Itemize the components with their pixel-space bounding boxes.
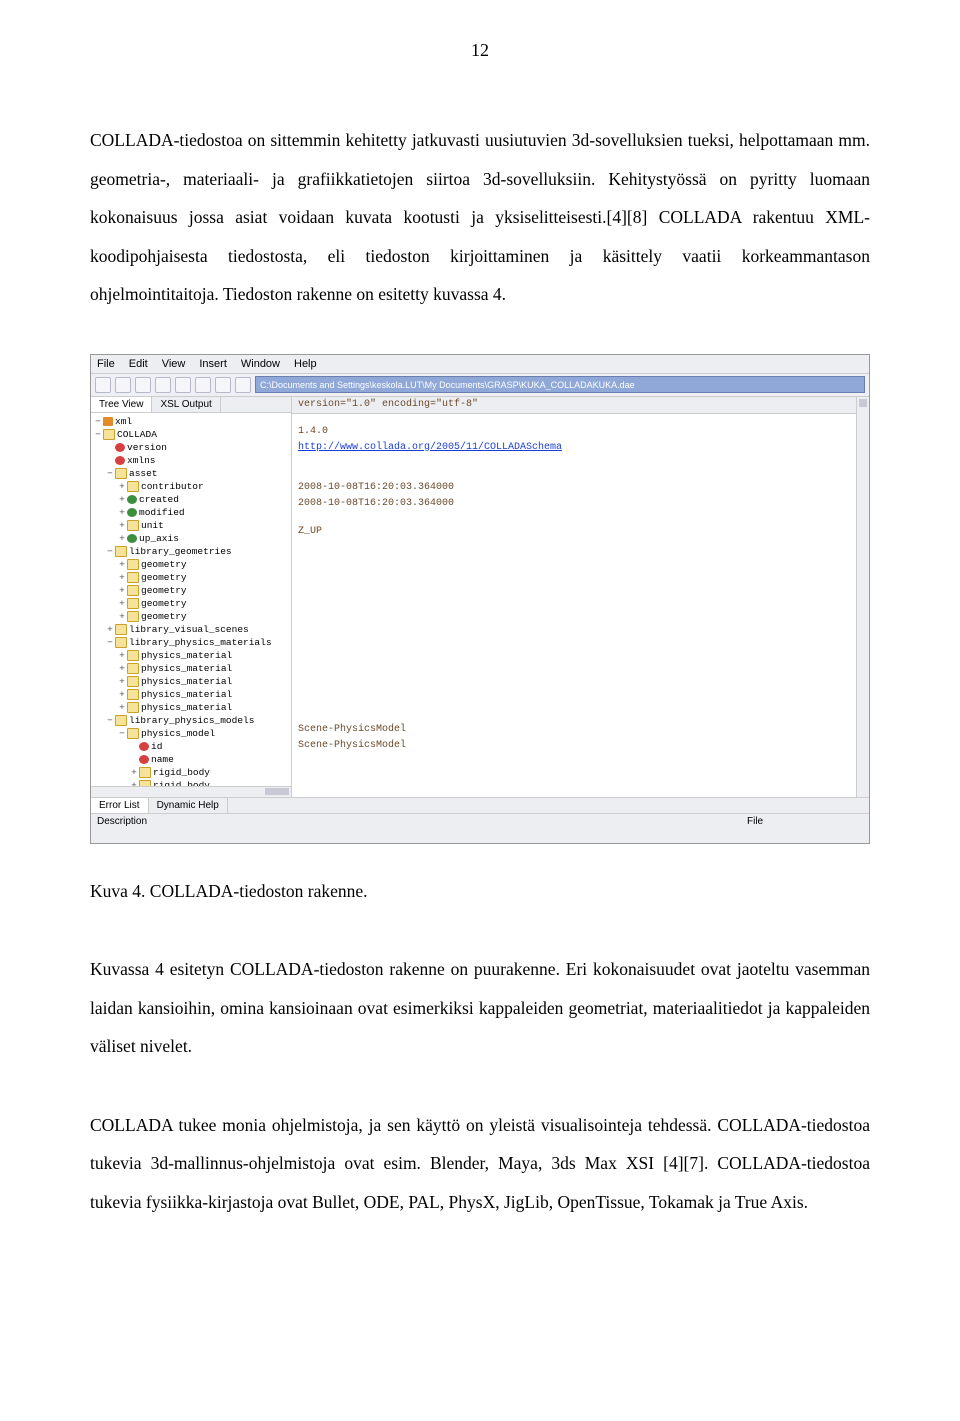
- tree-node[interactable]: +rigid_body: [93, 779, 291, 786]
- tree-node[interactable]: id: [93, 740, 291, 753]
- tab-error-list[interactable]: Error List: [91, 798, 149, 813]
- tree-node[interactable]: +unit: [93, 519, 291, 532]
- tree-node[interactable]: −library_physics_materials: [93, 636, 291, 649]
- tree-node[interactable]: +contributor: [93, 480, 291, 493]
- paragraph-3: COLLADA tukee monia ohjelmistoja, ja sen…: [90, 1106, 870, 1222]
- toolbar-button[interactable]: [215, 377, 231, 393]
- toolbar-button[interactable]: [135, 377, 151, 393]
- tree-node[interactable]: −library_geometries: [93, 545, 291, 558]
- tree-node[interactable]: +geometry: [93, 584, 291, 597]
- tree-node[interactable]: name: [93, 753, 291, 766]
- toolbar-button[interactable]: [195, 377, 211, 393]
- tree-node[interactable]: +geometry: [93, 597, 291, 610]
- toolbar-button[interactable]: [95, 377, 111, 393]
- vertical-scrollbar[interactable]: [856, 397, 869, 797]
- page-number: 12: [90, 40, 870, 61]
- xml-declaration: version="1.0" encoding="utf-8": [292, 397, 869, 414]
- xml-tree[interactable]: −xml−COLLADAversionxmlns−asset+contribut…: [91, 413, 291, 786]
- tree-node[interactable]: +rigid_body: [93, 766, 291, 779]
- menu-file[interactable]: File: [97, 358, 115, 370]
- menu-window[interactable]: Window: [241, 358, 280, 370]
- tree-node[interactable]: +geometry: [93, 610, 291, 623]
- tree-node[interactable]: −COLLADA: [93, 428, 291, 441]
- tree-node[interactable]: −asset: [93, 467, 291, 480]
- horizontal-scrollbar[interactable]: [91, 786, 291, 797]
- tree-node[interactable]: −library_physics_models: [93, 714, 291, 727]
- tree-node[interactable]: −physics_model: [93, 727, 291, 740]
- file-path-box: C:\Documents and Settings\keskola.LUT\My…: [255, 376, 865, 393]
- tree-node[interactable]: +created: [93, 493, 291, 506]
- toolbar-button[interactable]: [155, 377, 171, 393]
- tree-node[interactable]: −xml: [93, 415, 291, 428]
- tree-node[interactable]: +physics_material: [93, 675, 291, 688]
- toolbar: C:\Documents and Settings\keskola.LUT\My…: [91, 374, 869, 397]
- menu-edit[interactable]: Edit: [129, 358, 148, 370]
- value-modified: 2008-10-08T16:20:03.364000: [292, 496, 869, 512]
- tree-node[interactable]: +physics_material: [93, 649, 291, 662]
- menu-view[interactable]: View: [162, 358, 186, 370]
- tree-node[interactable]: +geometry: [93, 558, 291, 571]
- figure-caption: Kuva 4. COLLADA-tiedoston rakenne.: [90, 872, 870, 911]
- toolbar-button[interactable]: [235, 377, 251, 393]
- value-created: 2008-10-08T16:20:03.364000: [292, 480, 869, 496]
- value-upaxis: Z_UP: [292, 524, 869, 540]
- error-list-header: DescriptionFileLineColumn: [91, 813, 869, 829]
- xml-editor-window: File Edit View Insert Window Help C:\Document…: [90, 354, 870, 844]
- column-file: File: [747, 816, 763, 827]
- tree-pane: Tree View XSL Output −xml−COLLADAversion…: [91, 397, 292, 797]
- value-version: 1.4.0: [292, 424, 869, 440]
- tree-node[interactable]: +library_visual_scenes: [93, 623, 291, 636]
- tree-node[interactable]: version: [93, 441, 291, 454]
- column-description: Description: [97, 816, 447, 827]
- menu-insert[interactable]: Insert: [199, 358, 227, 370]
- tree-node[interactable]: +modified: [93, 506, 291, 519]
- tab-tree-view[interactable]: Tree View: [91, 397, 152, 412]
- tree-node[interactable]: +physics_material: [93, 688, 291, 701]
- tree-node[interactable]: +physics_material: [93, 701, 291, 714]
- content-pane: version="1.0" encoding="utf-8" 1.4.0 htt…: [292, 397, 869, 797]
- tab-dynamic-help[interactable]: Dynamic Help: [149, 798, 228, 813]
- value-xmlns: http://www.collada.org/2005/11/COLLADASc…: [292, 440, 869, 456]
- tree-node[interactable]: +geometry: [93, 571, 291, 584]
- tree-node[interactable]: +physics_material: [93, 662, 291, 675]
- toolbar-button[interactable]: [175, 377, 191, 393]
- tab-xsl-output[interactable]: XSL Output: [152, 397, 220, 412]
- value-physicsmodel-name: Scene-PhysicsModel: [292, 738, 869, 754]
- tree-node[interactable]: +up_axis: [93, 532, 291, 545]
- paragraph-1: COLLADA-tiedostoa on sittemmin kehitetty…: [90, 121, 870, 314]
- tree-node[interactable]: xmlns: [93, 454, 291, 467]
- menu-help[interactable]: Help: [294, 358, 317, 370]
- menubar: File Edit View Insert Window Help: [91, 355, 869, 374]
- toolbar-button[interactable]: [115, 377, 131, 393]
- paragraph-2: Kuvassa 4 esitetyn COLLADA-tiedoston rak…: [90, 950, 870, 1066]
- value-physicsmodel-id: Scene-PhysicsModel: [292, 722, 869, 738]
